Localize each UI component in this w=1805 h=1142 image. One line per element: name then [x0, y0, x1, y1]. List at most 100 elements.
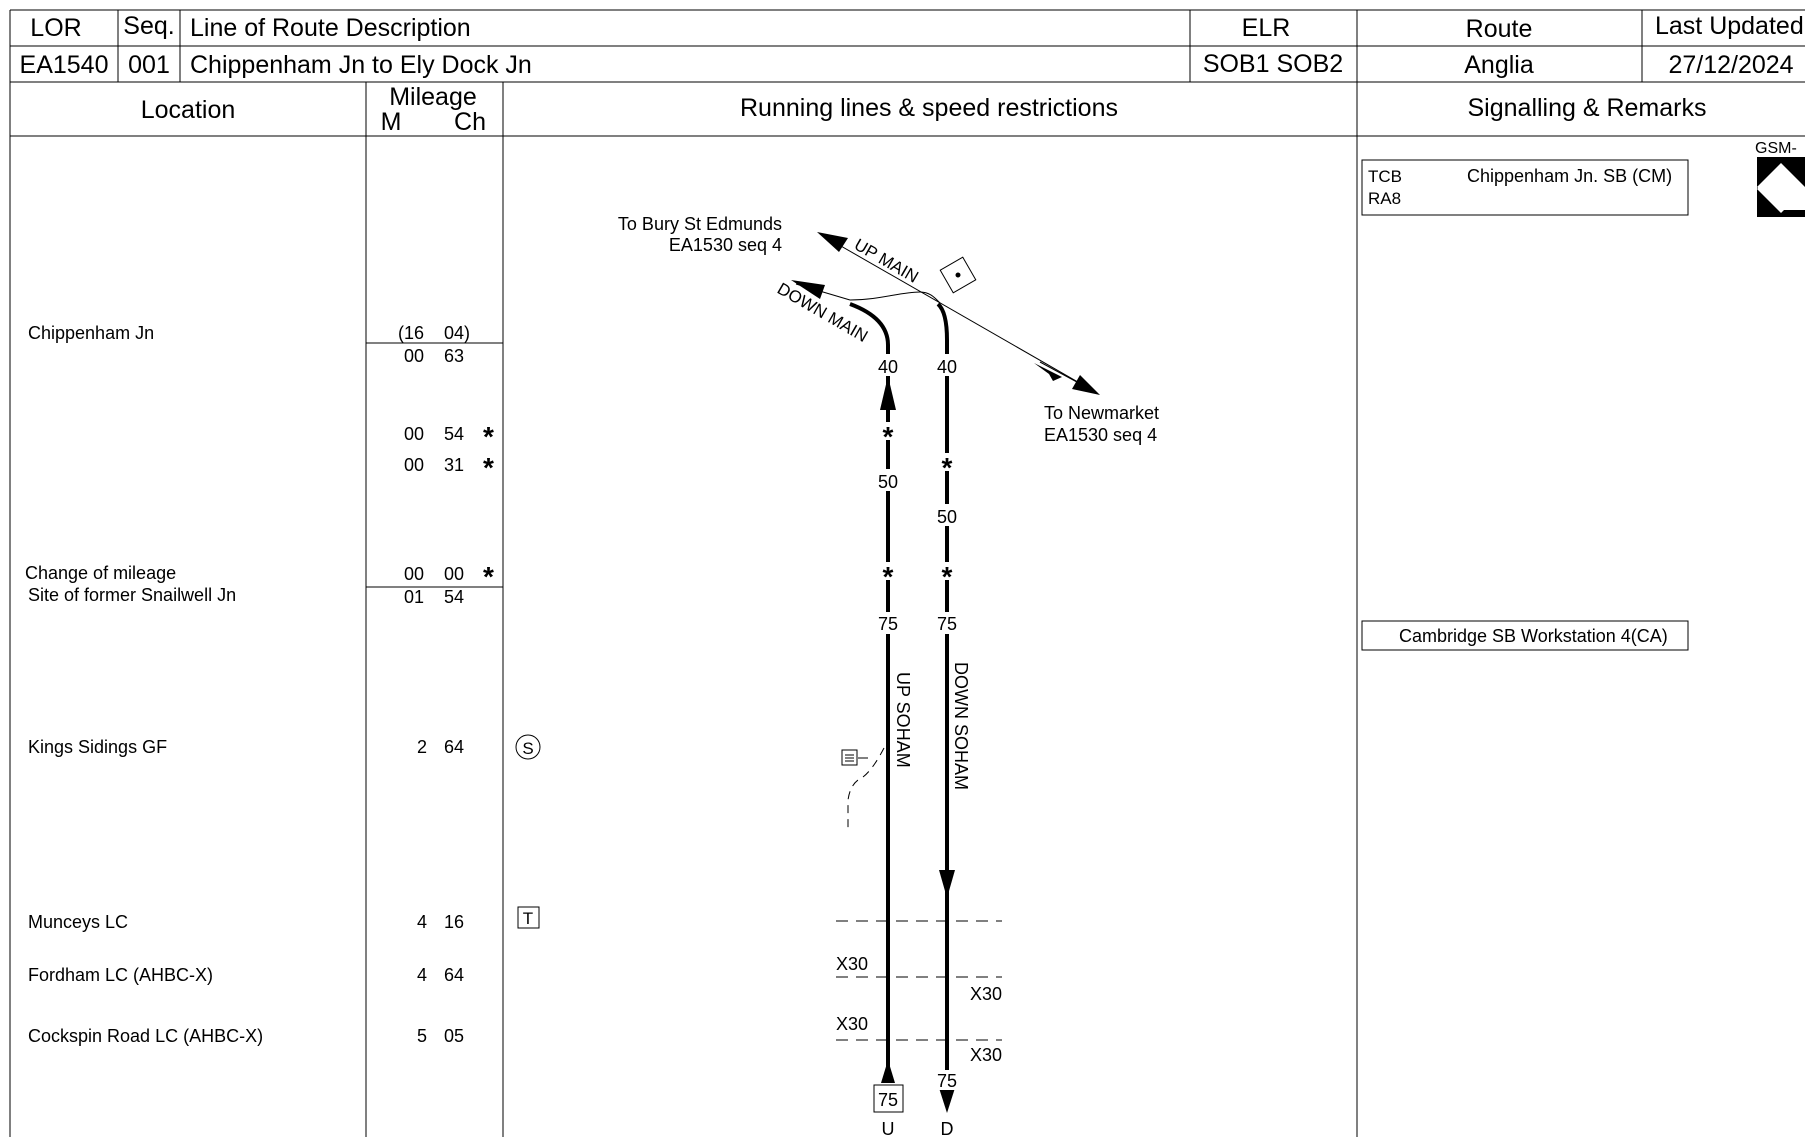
speed-label-bg: [873, 354, 903, 376]
lc-speed-label: X30: [970, 1045, 1002, 1065]
header-desc-label: Line of Route Description: [190, 14, 471, 42]
down-speed-star: *: [942, 452, 953, 483]
down-soham-arrow-icon: [939, 870, 955, 898]
down-speed-label: 75: [937, 614, 957, 634]
header-elr-value: SOB1 SOB2: [1203, 50, 1343, 78]
up-main-label: UP MAIN: [851, 235, 922, 287]
to-newmarket-label: To Newmarket: [1044, 403, 1159, 423]
remarks-box-cambridge: [1361, 620, 1689, 651]
mileage-miles: 00: [404, 424, 424, 444]
lc-speed-label: X30: [836, 954, 868, 974]
up-soham-line: [849, 302, 890, 1080]
down-soham-bottom-arrow-icon: [939, 1088, 955, 1113]
location-snailwell-jn: Site of former Snailwell Jn: [28, 585, 236, 605]
remarks-ra: RA8: [1368, 189, 1401, 208]
mileage-chains: 54: [444, 424, 464, 444]
header-route-label: Route: [1466, 15, 1533, 43]
location-kings-sidings-gf: Kings Sidings GF: [28, 737, 167, 757]
mileage-chains: 63: [444, 346, 464, 366]
mileage-chains: 05: [444, 1026, 464, 1046]
siding-marker-icon: [515, 734, 541, 760]
down-main-arrow-icon: [791, 280, 825, 299]
header-seq-label: Seq.: [123, 12, 174, 40]
speed-label-bg: [934, 1070, 960, 1090]
up-soham-arrow-icon: [880, 376, 896, 410]
mileage-miles: 4: [417, 965, 427, 985]
bottom-down-speed: 75: [937, 1071, 957, 1091]
star-bg: [937, 562, 957, 580]
speed-label-bg: [932, 504, 962, 526]
stop-board-icon: [841, 749, 858, 766]
telephone-marker-label: T: [523, 909, 533, 928]
telephone-marker-icon: [517, 906, 540, 929]
remarks-box-chippenham: [1361, 159, 1689, 216]
header-route-value: Anglia: [1464, 51, 1534, 79]
bottom-up-speed: 75: [878, 1090, 898, 1110]
to-newmarket-ref: EA1530 seq 4: [1044, 425, 1157, 445]
remarks-signal-box: Chippenham Jn. SB (CM): [1467, 166, 1672, 186]
location-change-of-mileage: Change of mileage: [25, 563, 176, 583]
mileage-miles: 00: [404, 564, 424, 584]
header-seq-value: 001: [128, 51, 170, 79]
signalling-remarks: TCB RA8 Chippenham Jn. SB (CM) Cambridge…: [1361, 140, 1805, 651]
up-speed-star: *: [883, 421, 894, 452]
down-speed-label: 40: [937, 357, 957, 377]
column-miles-label: M: [381, 108, 402, 136]
location-cockspin-road-lc: Cockspin Road LC (AHBC-X): [28, 1026, 263, 1046]
to-bury-ref: EA1530 seq 4: [669, 235, 782, 255]
running-lines-diagram: To Bury St Edmunds EA1530 seq 4 To Newma…: [618, 214, 1159, 1139]
column-mileage-label: Mileage: [389, 83, 477, 111]
mileage-star: *: [483, 421, 494, 452]
mileage-chains: 04): [444, 323, 470, 343]
mileage-miles: 5: [417, 1026, 427, 1046]
up-main-line: [819, 233, 1098, 394]
speed-label-bg: [932, 354, 962, 376]
lc-speed-label: X30: [836, 1014, 868, 1034]
speed-label-bg: [873, 612, 903, 634]
mileage-miles: (16: [398, 323, 424, 343]
down-soham-line: [936, 302, 949, 1100]
bottom-up-label: U: [882, 1119, 895, 1137]
mileage-star: *: [483, 561, 494, 592]
location-markers: S T: [515, 734, 541, 929]
mileage-miles: 2: [417, 737, 427, 757]
lc-speed-label: X30: [970, 984, 1002, 1004]
header-updated-value: 27/12/2024: [1668, 51, 1793, 79]
up-speed-label: 40: [878, 357, 898, 377]
gsm-r-sign-icon: [1757, 157, 1805, 217]
remarks-cambridge: Cambridge SB Workstation 4(CA): [1399, 626, 1668, 646]
mileage-chains: 00: [444, 564, 464, 584]
mileage-chains: 54: [444, 587, 464, 607]
gsm-label: GSM-: [1755, 140, 1797, 157]
up-main-arrow-icon: [817, 232, 848, 252]
down-speed-label: 50: [937, 507, 957, 527]
bottom-down-label: D: [941, 1119, 954, 1137]
header-updated-label: Last Updated: [1655, 12, 1804, 40]
junction-crossover: [849, 291, 941, 304]
location-list: Chippenham Jn Change of mileage Site of …: [25, 323, 263, 1046]
column-chains-label: Ch: [454, 108, 486, 136]
bottom-speed-box: [873, 1084, 904, 1113]
header-table: [9, 9, 1805, 1137]
newmarket-line: [1039, 361, 1098, 394]
mileage-miles: 00: [404, 455, 424, 475]
mileage-miles: 4: [417, 912, 427, 932]
column-running-label: Running lines & speed restrictions: [740, 94, 1118, 122]
location-munceys-lc: Munceys LC: [28, 912, 128, 932]
mileage-chains: 64: [444, 965, 464, 985]
star-bg: [878, 422, 898, 440]
signal-box-icon: [939, 256, 977, 294]
speed-label-bg: [932, 612, 962, 634]
column-signalling-label: Signalling & Remarks: [1468, 94, 1707, 122]
star-bg: [937, 453, 957, 471]
header-lor-label: LOR: [30, 14, 81, 42]
header-elr-label: ELR: [1242, 14, 1291, 42]
up-speed-label: 75: [878, 614, 898, 634]
header-lor-value: EA1540: [20, 51, 109, 79]
mileage-chains: 16: [444, 912, 464, 932]
down-speed-star: *: [942, 561, 953, 592]
column-location-label: Location: [141, 96, 236, 124]
star-bg: [878, 562, 898, 580]
down-soham-label: DOWN SOHAM: [951, 662, 971, 790]
